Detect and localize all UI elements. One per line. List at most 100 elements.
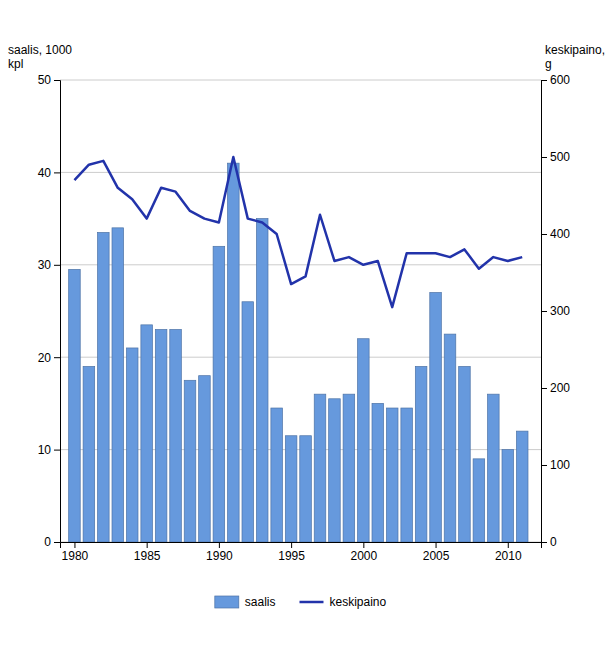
bar [170,329,182,542]
tick-mark [54,450,60,451]
tick: 1995 [278,542,305,563]
bar [199,376,211,542]
tick: 400 [541,227,570,241]
tick-label: 0 [550,535,557,549]
bar [401,408,413,542]
legend-item: saalis [215,595,276,609]
tick: 20 [38,351,60,365]
tick: 200 [541,381,570,395]
tick: 600 [541,73,570,87]
grid [60,80,541,542]
tick: 1990 [206,542,233,563]
bar [300,436,312,542]
legend-swatch [299,601,323,604]
bar [126,348,138,542]
axis-line [54,81,61,543]
tick-mark [147,542,148,548]
x-axis: 1980 1985 1990 1995 2000 2005 2010 [61,542,542,563]
tick: 50 [38,73,60,87]
tick: 0 [541,535,557,549]
tick-label: 20 [38,351,52,365]
plot-area: 1980198519901995200020052010010203040500… [8,43,605,563]
tick-label: 300 [550,304,570,318]
tick-mark [54,542,60,543]
tick-mark [541,542,547,543]
tick-label: 50 [38,73,52,87]
y2-axis-label: keskipaino,g [545,43,605,71]
tick-label: 2005 [423,549,450,563]
legend: saalis keskipaino [215,595,387,609]
tick-label: 2000 [350,549,377,563]
tick-mark [54,172,60,173]
tick-label: 1990 [206,549,233,563]
tick-label: 0 [44,535,51,549]
y2-axis: 0 100 200 300 400 500 600 [541,73,570,549]
tick: 10 [38,443,60,457]
tick: 500 [541,150,570,164]
tick: 1985 [134,542,161,563]
bar [69,269,81,542]
axis-line [61,543,542,549]
grid-line [60,80,541,81]
tick-label: 40 [38,166,52,180]
tick-mark [541,465,547,466]
line [74,157,522,307]
marks [69,157,528,542]
bar [415,366,427,542]
tick: 300 [541,304,570,318]
tick-label: 2010 [495,549,522,563]
tick-mark [74,542,75,548]
bar [386,408,398,542]
bar [256,219,268,542]
y-axis-label: saalis, 1000kpl [8,43,72,71]
bar [98,232,110,542]
bar-series [69,163,528,542]
chart: 1980198519901995200020052010010203040500… [0,0,611,652]
bar [271,408,283,542]
tick-mark [291,542,292,548]
bar [430,293,442,542]
bar [343,394,355,542]
bar [83,366,95,542]
bar [516,431,528,542]
legend-label: saalis [245,595,276,609]
legend-swatch [215,596,239,608]
tick: 2010 [495,542,522,563]
bar [155,329,167,542]
tick-mark [541,311,547,312]
tick: 2000 [350,542,377,563]
bar [285,436,297,542]
grid-line [60,264,541,265]
tick-mark [54,80,60,81]
tick-mark [436,542,437,548]
y-axis: 0 10 20 30 40 50 [38,73,61,549]
bar [184,380,196,542]
tick-label: 1995 [278,549,305,563]
bar [444,334,456,542]
tick-label: 200 [550,381,570,395]
bar [242,302,254,542]
tick-label: 10 [38,443,52,457]
bar [473,459,485,542]
tick-label: 600 [550,73,570,87]
bar [141,325,153,542]
bar [358,339,370,542]
tick-label: 30 [38,258,52,272]
legend-item: keskipaino [299,595,386,609]
bar [502,450,514,542]
tick-label: 500 [550,150,570,164]
tick: 2005 [423,542,450,563]
tick-mark [541,388,547,389]
tick-label: 400 [550,227,570,241]
legend-label: keskipaino [329,595,386,609]
grid-line [60,172,541,173]
bar [314,394,326,542]
tick-label: 100 [550,458,570,472]
tick: 30 [38,258,60,272]
bar [228,163,240,542]
tick: 100 [541,458,570,472]
tick: 1980 [62,542,89,563]
bar [329,399,341,542]
bar [372,403,384,542]
tick-mark [219,542,220,548]
